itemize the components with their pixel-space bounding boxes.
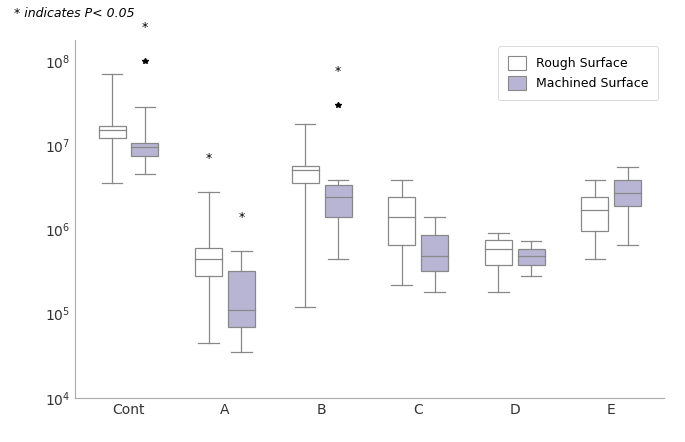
Text: *: * (206, 152, 212, 164)
Bar (614, 180, 641, 206)
Bar (421, 235, 448, 271)
Text: * indicates P< 0.05: * indicates P< 0.05 (14, 7, 134, 19)
Text: *: * (142, 21, 148, 34)
Bar (228, 271, 255, 327)
Legend: Rough Surface, Machined Surface: Rough Surface, Machined Surface (498, 46, 658, 100)
Text: *: * (238, 211, 245, 224)
Bar (325, 185, 351, 217)
Bar (195, 248, 222, 276)
Text: *: * (335, 65, 341, 78)
Bar (99, 126, 125, 138)
Bar (582, 197, 608, 231)
Bar (388, 197, 415, 245)
Bar (132, 143, 158, 156)
Bar (292, 166, 319, 183)
Bar (485, 240, 512, 265)
Bar (518, 249, 545, 265)
